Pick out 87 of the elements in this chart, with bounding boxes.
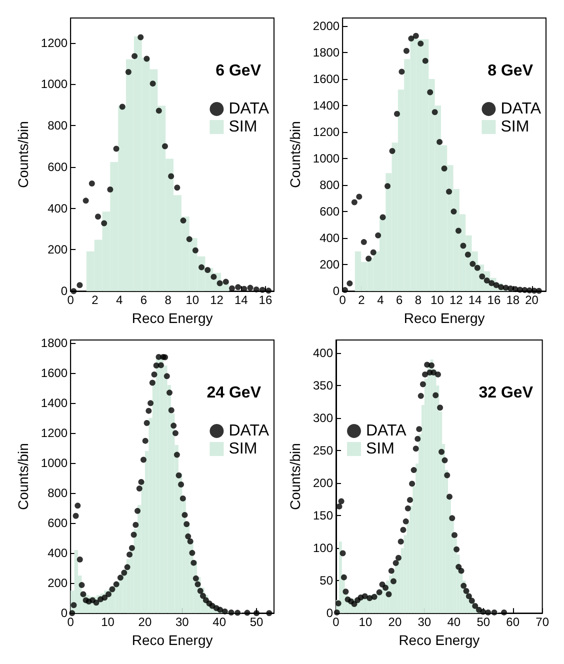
x-tick-label: 30 xyxy=(418,615,432,630)
x-tick-label: 10 xyxy=(186,293,200,308)
y-tick-label: 100 xyxy=(312,541,334,556)
y-axis-title: Counts/bin xyxy=(287,443,303,510)
x-tick-label: 12 xyxy=(449,293,464,308)
y-tick-label: 200 xyxy=(312,476,334,490)
x-tick-label: 20 xyxy=(525,293,539,308)
x-axis-title: Reco Energy xyxy=(398,632,480,648)
y-tick-label: 0 xyxy=(60,606,68,620)
x-tick-label: 10 xyxy=(101,615,115,630)
x-tick-label: 8 xyxy=(164,293,172,308)
x-tick-label: 14 xyxy=(234,293,248,308)
x-tick-label: 2 xyxy=(358,293,366,308)
y-tick-label: 1400 xyxy=(40,396,68,410)
y-tick-label: 200 xyxy=(48,576,68,590)
x-tick-label: 2 xyxy=(92,293,99,308)
legend-label: SIM xyxy=(500,118,530,136)
legend-label: DATA xyxy=(500,100,542,118)
text: 24 GeV xyxy=(206,384,262,402)
legend-label: DATA xyxy=(228,100,270,118)
legend-label: DATA xyxy=(228,422,270,440)
x-tick-label: 18 xyxy=(506,293,520,308)
x-tick-label: 20 xyxy=(138,615,152,630)
x-tick-label: 50 xyxy=(476,615,490,630)
x-axis-title: Reco Energy xyxy=(404,310,485,326)
y-tick-label: 800 xyxy=(48,118,68,133)
y-tick-label: 400 xyxy=(320,231,340,246)
x-tick-label: 70 xyxy=(536,615,550,630)
x-tick-label: 4 xyxy=(116,293,123,308)
x-tick-label: 10 xyxy=(430,293,444,308)
y-tick-label: 1200 xyxy=(312,125,340,140)
y-tick-label: 800 xyxy=(48,486,68,500)
y-tick-label: 150 xyxy=(312,508,334,523)
y-tick-label: 1200 xyxy=(40,36,68,50)
y-tick-label: 1600 xyxy=(312,72,340,86)
x-axis-title: Reco Energy xyxy=(132,632,213,648)
y-tick-label: 400 xyxy=(312,346,334,360)
y-axis-title: Counts/bin xyxy=(15,121,31,188)
x-tick-label: 6 xyxy=(396,293,404,308)
text: 6 GeV xyxy=(216,62,262,80)
y-tick-label: 1800 xyxy=(40,336,68,350)
y-tick-label: 600 xyxy=(320,204,340,219)
x-tick-label: 40 xyxy=(212,615,226,630)
legend-label: SIM xyxy=(366,440,394,458)
x-tick-label: 20 xyxy=(388,615,402,630)
x-tick-label: 12 xyxy=(210,293,224,308)
y-tick-label: 200 xyxy=(320,258,340,272)
y-tick-label: 0 xyxy=(332,284,340,298)
legend-label: SIM xyxy=(228,118,258,136)
x-tick-label: 8 xyxy=(414,293,422,308)
x-tick-label: 60 xyxy=(506,615,520,630)
x-tick-label: 10 xyxy=(358,615,372,630)
x-tick-label: 4 xyxy=(377,293,384,308)
y-tick-label: 0 xyxy=(60,284,68,298)
y-tick-label: 600 xyxy=(48,516,68,530)
y-tick-label: 1000 xyxy=(40,456,68,470)
y-tick-label: 1200 xyxy=(40,426,68,440)
y-axis-title: Counts/bin xyxy=(287,121,303,188)
y-tick-label: 1400 xyxy=(312,98,340,112)
x-tick-label: 14 xyxy=(468,293,482,308)
x-tick-label: 30 xyxy=(175,615,190,630)
x-axis-title: Reco Energy xyxy=(132,310,213,326)
y-tick-label: 200 xyxy=(48,242,68,257)
text: 32 GeV xyxy=(478,384,534,402)
y-tick-label: 400 xyxy=(48,201,68,216)
y-tick-label: 1600 xyxy=(40,366,68,380)
y-tick-label: 300 xyxy=(312,411,334,426)
x-tick-label: 6 xyxy=(140,293,148,308)
x-tick-label: 16 xyxy=(487,293,501,308)
text: 8 GeV xyxy=(488,62,534,80)
y-tick-label: 600 xyxy=(48,160,68,174)
legend-label: SIM xyxy=(228,440,258,458)
y-tick-label: 50 xyxy=(320,574,334,588)
y-tick-label: 800 xyxy=(320,178,340,192)
y-tick-label: 1000 xyxy=(40,77,68,92)
y-tick-label: 250 xyxy=(312,444,334,458)
y-tick-label: 2000 xyxy=(312,18,340,33)
x-tick-label: 50 xyxy=(250,615,264,630)
y-tick-label: 1800 xyxy=(312,45,340,60)
x-tick-label: 16 xyxy=(258,293,272,308)
legend-label: DATA xyxy=(366,422,407,440)
y-tick-label: 0 xyxy=(326,606,334,620)
y-axis-title: Counts/bin xyxy=(15,443,31,510)
y-tick-label: 400 xyxy=(48,546,68,560)
x-tick-label: 40 xyxy=(447,615,461,630)
y-tick-label: 1000 xyxy=(312,152,340,166)
y-tick-label: 350 xyxy=(312,378,334,393)
